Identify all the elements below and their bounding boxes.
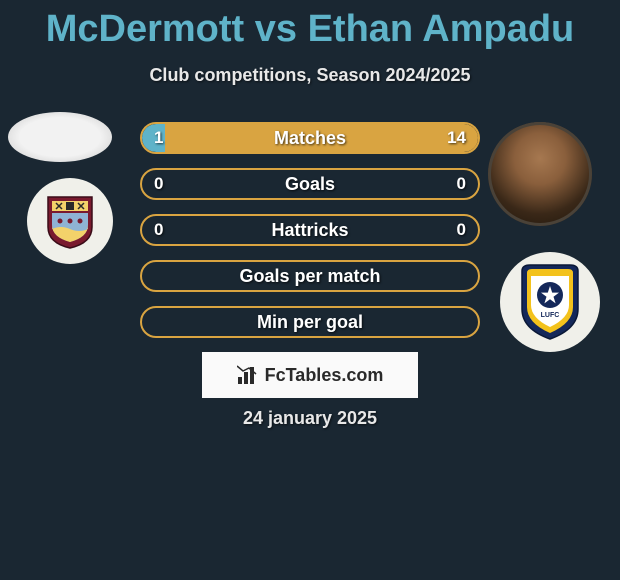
svg-text:LUFC: LUFC [541,312,560,319]
player-left-club-badge [20,178,120,264]
stat-row-goals: 0 Goals 0 [140,168,480,200]
stat-row-hattricks: 0 Hattricks 0 [140,214,480,246]
leeds-shield-icon: LUFC [518,263,582,341]
stat-row-min-per-goal: Min per goal [140,306,480,338]
bar-chart-icon [237,365,259,385]
stat-row-goals-per-match: Goals per match [140,260,480,292]
player-right-photo [488,122,592,226]
stat-label: Hattricks [142,216,478,244]
comparison-subtitle: Club competitions, Season 2024/2025 [0,65,620,86]
stat-label: Matches [142,124,478,152]
watermark: FcTables.com [202,352,418,398]
stat-row-matches: 1 Matches 14 [140,122,480,154]
stat-right-value: 14 [447,124,466,152]
snapshot-date: 24 january 2025 [0,408,620,429]
stat-label: Goals [142,170,478,198]
player-right-club-badge: LUFC [500,252,600,352]
burnley-shield-icon [46,193,94,249]
watermark-text: FcTables.com [265,365,384,386]
stats-container: 1 Matches 14 0 Goals 0 0 Hattricks 0 Goa… [140,122,480,352]
stat-label: Goals per match [142,262,478,290]
comparison-title: McDermott vs Ethan Ampadu [0,0,620,51]
player-left-photo [8,112,112,162]
stat-label: Min per goal [142,308,478,336]
stat-right-value: 0 [457,170,466,198]
stat-right-value: 0 [457,216,466,244]
